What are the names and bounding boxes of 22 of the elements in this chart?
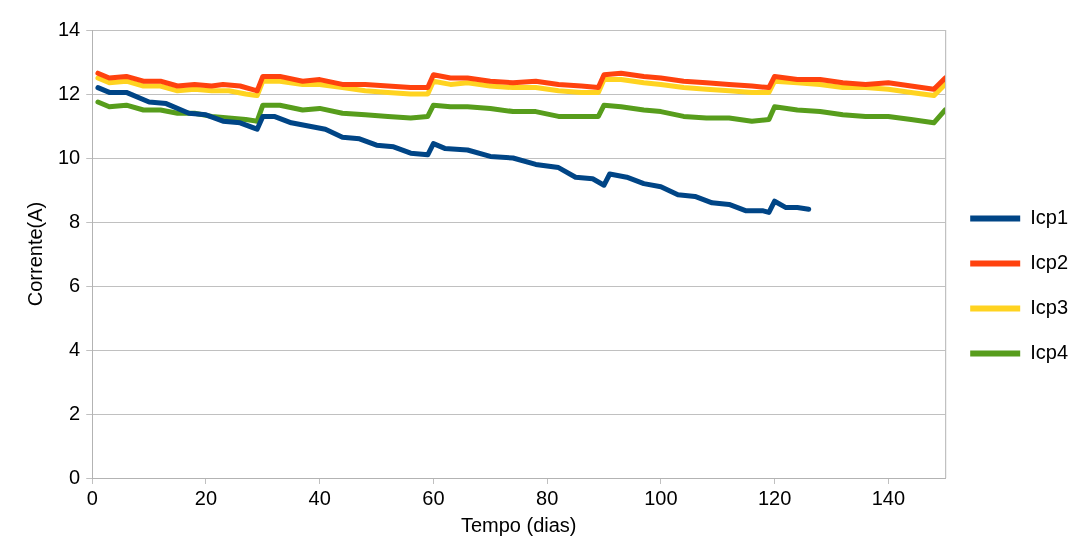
y-tick-label: 12: [58, 81, 81, 104]
x-axis-title: Tempo (dias): [460, 513, 577, 536]
x-tick-label: 140: [871, 486, 906, 509]
x-tick-label: 100: [644, 486, 678, 509]
y-tick-label: 8: [69, 209, 81, 232]
y-axis-title: Corrente(A): [23, 201, 46, 307]
x-tick-label: 40: [308, 486, 331, 509]
y-tick-label: 6: [69, 273, 81, 296]
x-tick-label: 20: [194, 486, 218, 509]
y-tick-label: 2: [69, 401, 81, 424]
x-tick-label: 120: [757, 486, 792, 509]
y-tick-label: 4: [69, 337, 81, 360]
y-tick-label: 10: [58, 145, 81, 168]
legend-label: Icp4: [1030, 341, 1069, 364]
legend-label: Icp1: [1030, 206, 1069, 229]
y-tick-label: 14: [58, 17, 81, 40]
legend-label: Icp2: [1030, 251, 1069, 274]
x-tick-label: 60: [422, 486, 445, 509]
y-tick-label: 0: [69, 465, 81, 488]
legend-label: Icp3: [1030, 296, 1069, 319]
x-tick-label: 80: [536, 486, 559, 509]
x-tick-label: 0: [86, 486, 98, 509]
